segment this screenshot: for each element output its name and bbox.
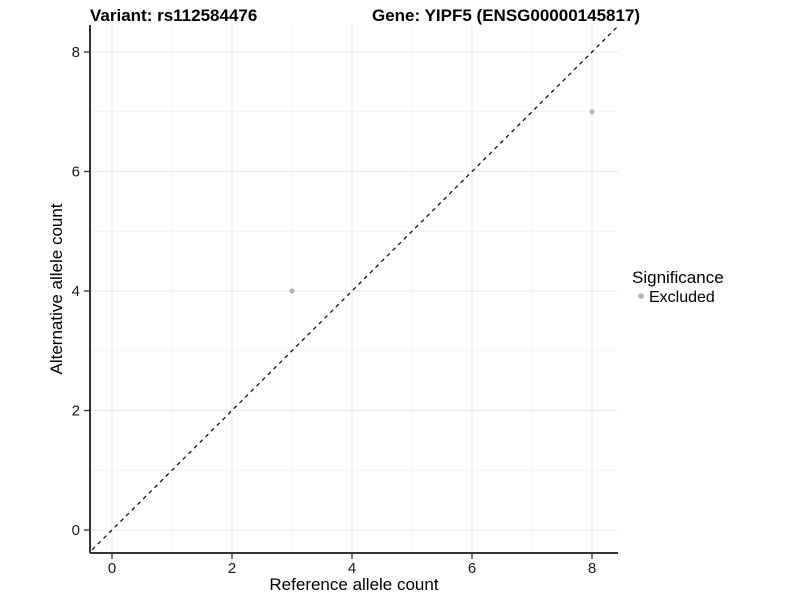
- y-tick-label: 2: [72, 403, 80, 420]
- x-tick-label: 4: [348, 560, 356, 577]
- major-gridlines: [90, 25, 618, 553]
- legend-point-icon: [638, 293, 644, 299]
- legend-item-label: Excluded: [649, 289, 715, 306]
- x-tick-label: 2: [228, 560, 236, 577]
- y-tick-label: 6: [72, 164, 80, 181]
- data-point: [589, 109, 595, 115]
- x-tick-label: 8: [588, 560, 596, 577]
- y-tick-label: 4: [72, 283, 80, 300]
- legend-title: Significance: [632, 268, 724, 287]
- x-axis-title: Reference allele count: [269, 575, 438, 594]
- y-tick-label: 8: [72, 44, 80, 61]
- x-tick-label: 6: [468, 560, 476, 577]
- tick-marks-group: [84, 51, 593, 559]
- x-tick-label: 0: [108, 560, 116, 577]
- data-point: [289, 288, 295, 294]
- y-axis-title: Alternative allele count: [47, 203, 66, 374]
- tick-labels-group: 0 2 4 6 8 0 2 4 6 8: [72, 44, 597, 577]
- legend: Significance Excluded: [632, 268, 724, 306]
- axis-lines-group: [89, 25, 618, 554]
- chart-title-variant: Variant: rs112584476: [90, 6, 257, 25]
- y-tick-label: 0: [72, 522, 80, 539]
- data-points-group: [289, 109, 595, 294]
- chart-title-gene: Gene: YIPF5 (ENSG00000145817): [372, 6, 640, 25]
